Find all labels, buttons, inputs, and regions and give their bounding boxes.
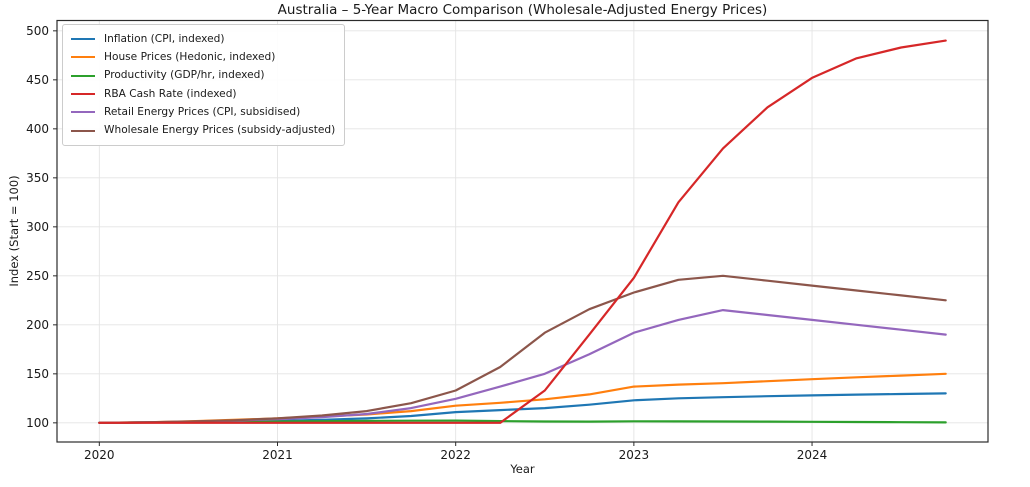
y-tick-label: 400 [26, 122, 49, 136]
legend-item-retail-energy: Retail Energy Prices (CPI, subsidised) [71, 103, 335, 121]
legend-label: Wholesale Energy Prices (subsidy-adjuste… [104, 124, 336, 137]
y-tick-label: 150 [26, 367, 49, 381]
legend-label: House Prices (Hedonic, indexed) [104, 51, 276, 64]
x-tick-label: 2020 [84, 448, 115, 462]
series-line-rba-cash-rate [98, 39, 947, 424]
y-tick-label: 200 [26, 318, 49, 332]
x-tick-label: 2021 [262, 448, 293, 462]
y-tick-label: 300 [26, 220, 49, 234]
series-line-wholesale-energy [98, 274, 947, 424]
legend-swatch-house-prices [71, 56, 95, 59]
chart-title: Australia – 5-Year Macro Comparison (Who… [277, 2, 768, 18]
tick-labels: 2020 2021 2022 2023 2024 100 150 200 250 300 350 40… [26, 24, 827, 462]
legend-swatch-retail-energy [71, 111, 95, 114]
x-axis-label: Year [510, 462, 535, 476]
legend-swatch-productivity [71, 74, 95, 77]
legend: Inflation (CPI, indexed) House Prices (He… [62, 24, 346, 146]
plot-border [56, 19, 989, 443]
legend-label: Productivity (GDP/hr, indexed) [104, 69, 265, 82]
legend-item-rba-cash-rate: RBA Cash Rate (indexed) [71, 85, 335, 103]
y-tick-label: 350 [26, 171, 49, 185]
x-tick-label: 2022 [440, 448, 471, 462]
y-tick-label: 450 [26, 73, 49, 87]
legend-label: Retail Energy Prices (CPI, subsidised) [104, 106, 301, 119]
series-lines [98, 39, 947, 424]
legend-item-productivity: Productivity (GDP/hr, indexed) [71, 67, 335, 85]
y-tick-label: 250 [26, 269, 49, 283]
legend-label: Inflation (CPI, indexed) [104, 32, 225, 45]
x-tick-label: 2024 [797, 448, 828, 462]
legend-item-wholesale-energy: Wholesale Energy Prices (subsidy-adjuste… [71, 121, 335, 139]
y-tick-label: 500 [26, 24, 49, 38]
legend-swatch-rba-cash-rate [71, 93, 95, 96]
y-tick-label: 100 [26, 416, 49, 430]
legend-swatch-inflation [71, 38, 95, 41]
tick-marks [53, 30, 813, 446]
legend-item-inflation: Inflation (CPI, indexed) [71, 30, 335, 48]
legend-swatch-wholesale-energy [71, 129, 95, 132]
x-tick-label: 2023 [619, 448, 650, 462]
legend-label: RBA Cash Rate (indexed) [104, 87, 237, 100]
legend-item-house-prices: House Prices (Hedonic, indexed) [71, 48, 335, 66]
